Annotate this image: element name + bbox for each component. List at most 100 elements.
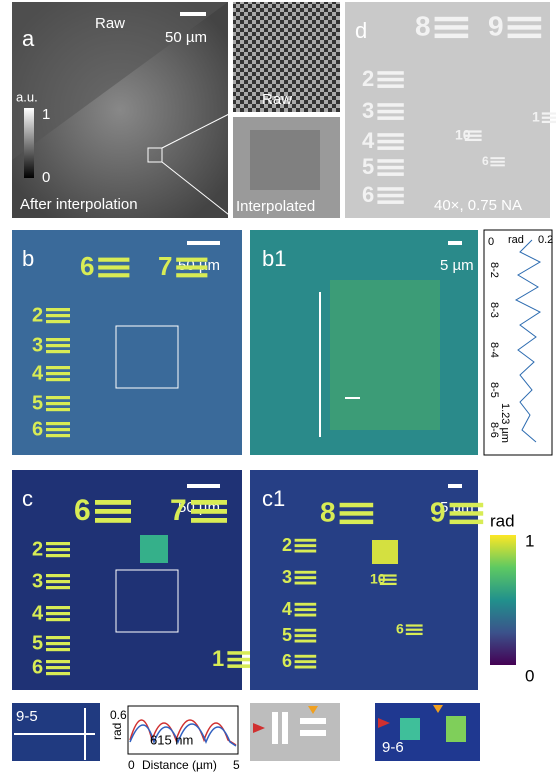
target-number: 6 — [74, 494, 91, 527]
target-number: 5 — [282, 625, 292, 645]
panel-label: c — [22, 486, 33, 511]
target-number: 5 — [362, 154, 374, 179]
blob — [400, 718, 420, 740]
bar — [377, 71, 403, 75]
bar — [46, 402, 70, 405]
target-number: 7 — [158, 251, 172, 281]
colorbar-min: 0 — [42, 169, 50, 186]
bar — [272, 712, 278, 744]
caption: After interpolation — [20, 196, 138, 213]
bar — [377, 159, 403, 163]
x-label: Distance (µm) — [142, 758, 217, 772]
blur-area — [250, 130, 320, 190]
bar — [542, 121, 556, 123]
bar — [46, 586, 70, 589]
target-number: 2 — [282, 535, 292, 555]
bar — [295, 576, 317, 579]
group-label: 8-3 — [488, 302, 500, 318]
x-tick: 5 — [233, 758, 240, 772]
bar — [295, 544, 317, 547]
bar — [46, 344, 70, 347]
bar — [377, 200, 403, 204]
figure: a Raw 50 µm a.u. 1 0 After interpolation… — [0, 0, 556, 776]
bar — [95, 518, 131, 523]
scale-text: 5 µm — [440, 257, 474, 274]
bar — [340, 503, 374, 507]
bar — [465, 135, 482, 137]
unit: rad — [508, 234, 524, 246]
panel-label: a — [22, 26, 35, 51]
page: a Raw 50 µm a.u. 1 0 After interpolation… — [0, 0, 556, 781]
bar — [542, 112, 556, 114]
bar — [46, 372, 70, 375]
group-label: 8-5 — [488, 382, 500, 398]
target-number: 1 — [532, 109, 540, 125]
panel-label: b1 — [262, 246, 286, 271]
panel-label: c1 — [262, 486, 285, 511]
target-number: 2 — [32, 304, 43, 326]
bar — [191, 509, 227, 514]
panel-label: b — [22, 246, 34, 271]
bar — [377, 172, 403, 176]
target-number: 3 — [362, 98, 374, 123]
bar — [300, 730, 326, 736]
target-number: 4 — [362, 128, 375, 153]
bar — [98, 258, 129, 262]
colorbar-a — [24, 108, 34, 178]
colorbar-unit: rad — [490, 511, 515, 530]
bar — [46, 366, 70, 369]
bar — [406, 629, 423, 631]
range-min: 0 — [488, 236, 494, 248]
bar — [435, 17, 469, 21]
bar — [465, 139, 482, 141]
bar — [295, 582, 317, 585]
y-label: rad — [110, 723, 124, 740]
x-tick: 0 — [128, 758, 135, 772]
bar — [282, 712, 288, 744]
bar — [46, 350, 70, 353]
caption: 40×, 0.75 NA — [434, 197, 522, 214]
bar — [46, 672, 70, 675]
bar — [508, 17, 542, 21]
bar — [508, 25, 542, 29]
bar — [295, 666, 317, 669]
bar — [95, 509, 131, 514]
target-number: 6 — [32, 656, 43, 678]
target-number: 6 — [80, 251, 94, 281]
raw-label: Raw — [95, 15, 125, 32]
target-number: 8 — [320, 496, 336, 527]
bar — [46, 548, 70, 551]
bar — [380, 583, 397, 585]
bar — [46, 580, 70, 583]
bar — [95, 500, 131, 505]
bar — [435, 34, 469, 38]
bar — [406, 633, 423, 635]
target-number: 7 — [170, 494, 187, 527]
bar — [340, 511, 374, 515]
bar — [191, 500, 227, 505]
bar — [46, 574, 70, 577]
bar — [46, 434, 70, 437]
bar — [295, 550, 317, 553]
target-number: 6 — [482, 154, 489, 168]
bar — [377, 140, 403, 144]
colorbar-max: 1 — [525, 531, 534, 550]
bar — [295, 655, 317, 658]
colorbar-unit: a.u. — [16, 89, 38, 104]
bar — [98, 273, 129, 277]
bar — [46, 666, 70, 669]
range-max: 0.2 — [538, 234, 553, 246]
target-number: 6 — [32, 418, 43, 440]
group-label: 8-4 — [488, 342, 500, 358]
bar — [377, 166, 403, 170]
bar — [295, 539, 317, 542]
bar — [295, 608, 317, 611]
bar — [377, 116, 403, 120]
bar — [295, 571, 317, 574]
bar — [176, 258, 207, 262]
colorbar-min: 0 — [525, 666, 534, 685]
target-number: 3 — [282, 567, 292, 587]
bar — [46, 422, 70, 425]
bar — [295, 660, 317, 663]
bar — [46, 618, 70, 621]
